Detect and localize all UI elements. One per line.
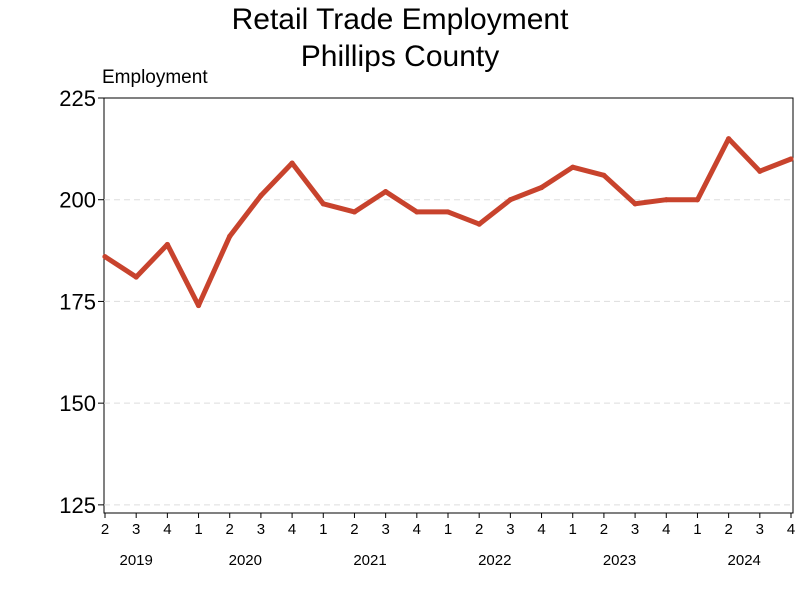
data-point xyxy=(164,241,170,248)
x-tick-label: 4 xyxy=(662,521,670,538)
data-point xyxy=(258,193,264,199)
series-line-employment xyxy=(102,136,794,308)
data-point xyxy=(538,184,545,191)
y-axis-label: Employment xyxy=(102,67,208,88)
data-point xyxy=(102,254,108,260)
year-label: 2019 xyxy=(119,552,152,569)
x-tick-label: 4 xyxy=(288,521,296,538)
year-label: 2021 xyxy=(353,552,386,569)
data-point xyxy=(601,172,607,178)
y-tick-label: 125 xyxy=(59,493,96,518)
x-tick-label: 3 xyxy=(381,521,389,538)
x-tick-label: 4 xyxy=(413,521,421,538)
data-point xyxy=(507,197,513,203)
data-point xyxy=(757,168,763,174)
data-point xyxy=(227,233,233,239)
y-tick-label: 150 xyxy=(59,391,96,416)
data-point xyxy=(570,164,576,170)
data-point xyxy=(351,209,358,215)
x-tick-label: 1 xyxy=(194,521,202,538)
x-tick-label: 2 xyxy=(101,521,109,538)
y-tick-label: 175 xyxy=(59,289,96,314)
y-tick-label: 200 xyxy=(59,188,96,213)
year-label: 2024 xyxy=(728,552,761,569)
data-point xyxy=(320,201,326,207)
data-point xyxy=(788,156,794,162)
x-tick-label: 3 xyxy=(506,521,514,538)
data-point xyxy=(414,209,420,215)
x-tick-label: 3 xyxy=(257,521,265,538)
x-tick-label: 2 xyxy=(475,521,483,538)
x-tick-label: 2 xyxy=(350,521,358,538)
x-tick-label: 2 xyxy=(724,521,732,538)
year-label: 2020 xyxy=(229,552,262,569)
x-tick-label: 4 xyxy=(537,521,545,538)
x-tick-label: 3 xyxy=(132,521,140,538)
data-point xyxy=(632,201,638,207)
x-tick-label: 1 xyxy=(569,521,577,538)
year-label: 2023 xyxy=(603,552,636,569)
plot-area xyxy=(103,97,794,514)
data-point xyxy=(694,197,701,203)
x-tick-label: 4 xyxy=(163,521,171,538)
x-tick-label: 2 xyxy=(600,521,608,538)
chart-title: Retail Trade Employment xyxy=(231,3,569,36)
x-tick-label: 4 xyxy=(787,521,795,538)
y-tick-label: 225 xyxy=(59,86,96,111)
x-tick-label: 1 xyxy=(693,521,701,538)
x-tick-label: 1 xyxy=(319,521,327,538)
x-tick-label: 3 xyxy=(756,521,764,538)
data-point xyxy=(195,302,202,309)
data-point xyxy=(476,221,482,227)
data-point xyxy=(726,136,732,142)
data-point xyxy=(663,197,669,203)
x-tick-label: 1 xyxy=(444,521,452,538)
data-point xyxy=(133,274,139,280)
chart-subtitle: Phillips County xyxy=(300,40,500,73)
x-tick-label: 2 xyxy=(226,521,234,538)
x-tick-label: 3 xyxy=(631,521,639,538)
data-point xyxy=(289,160,295,166)
year-label: 2022 xyxy=(478,552,511,569)
data-point xyxy=(383,188,389,195)
data-point xyxy=(445,209,451,215)
